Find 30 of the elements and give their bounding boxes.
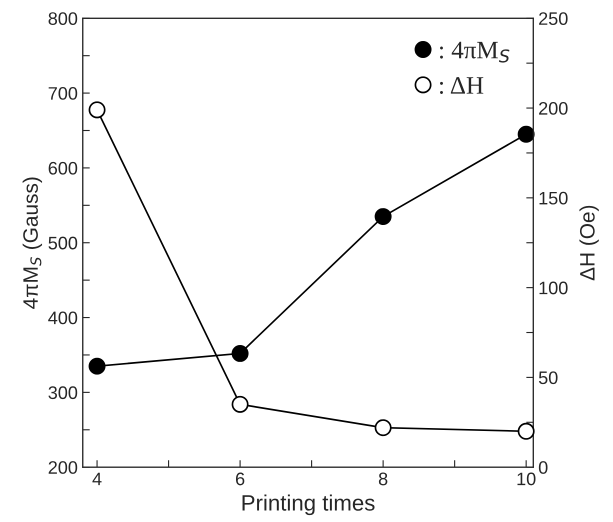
point — [232, 396, 249, 413]
point — [88, 358, 106, 375]
x-tick-label: 4 — [92, 472, 102, 486]
y-tick-label: 500 — [48, 236, 78, 250]
legend-label: : ΔH — [440, 77, 484, 94]
y2-tick-label: 150 — [540, 192, 568, 205]
y2-tick-label: 0 — [538, 461, 548, 474]
point — [374, 419, 392, 436]
y-tick-label: 200 — [48, 461, 78, 474]
y-tick-label: 300 — [48, 386, 78, 400]
point — [518, 126, 535, 143]
y-tick-label: 800 — [48, 12, 78, 25]
y2-tick-label: 50 — [538, 371, 558, 384]
x-tick-label: 6 — [236, 472, 244, 486]
y-tick-label: 600 — [48, 162, 78, 175]
y2-tick-label: 100 — [540, 282, 568, 294]
point — [88, 101, 106, 118]
y2-tick-label: 250 — [539, 12, 568, 25]
y-tick-label: 400 — [48, 311, 78, 324]
legend-label: : 4πM$_{S}$ — [440, 42, 510, 63]
point — [374, 208, 392, 226]
y-tick-label: 700 — [48, 87, 78, 100]
x-tick-label: 10 — [517, 472, 536, 486]
x-tick-label: 8 — [378, 472, 388, 486]
y-axis-title: 4πM$_{S}$ (Gauss) — [22, 177, 42, 309]
y2-tick-label: 200 — [539, 102, 568, 115]
x-axis-title: Printing times — [242, 494, 375, 516]
point — [518, 422, 535, 440]
y2-axis-title: ΔH (Oe) — [579, 206, 599, 280]
point — [232, 344, 249, 362]
